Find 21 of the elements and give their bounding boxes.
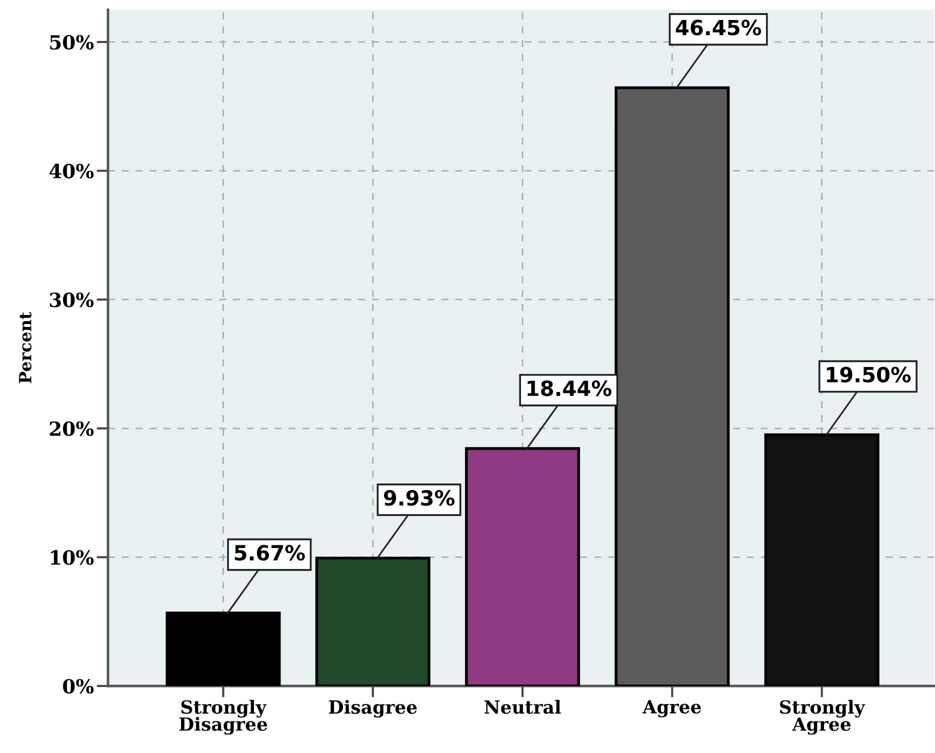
y-tick-label: 10% (50, 550, 94, 565)
x-tick-label: Agree (642, 700, 701, 718)
data-label: 18.44% (528, 380, 612, 396)
y-tick-label: 50% (50, 34, 94, 50)
data-label: 19.50% (826, 366, 911, 383)
y-axis-title: Percent (19, 312, 32, 384)
y-tick-label: 40% (49, 164, 94, 178)
x-tick-label: Disagree (328, 700, 417, 718)
data-label: 5.67% (234, 544, 305, 561)
bar (166, 612, 281, 686)
y-tick-label: 20% (50, 421, 94, 436)
y-tick-label: 0% (63, 678, 94, 694)
x-tick-label: Strongly Agree (780, 700, 866, 735)
data-label: 46.45% (676, 20, 762, 36)
x-tick-label: Strongly Disagree (179, 700, 268, 735)
bar (764, 433, 880, 686)
y-tick-label: 30% (50, 292, 94, 308)
data-label: 9.93% (384, 490, 455, 506)
bar (465, 447, 580, 686)
bar (315, 556, 430, 686)
x-tick-label: Neutral (484, 700, 561, 714)
